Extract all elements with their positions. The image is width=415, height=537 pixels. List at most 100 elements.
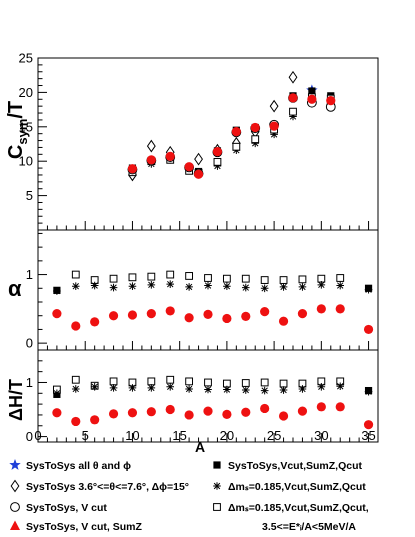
- data-point-star-cross: [279, 386, 288, 394]
- data-point-filled-circle: [184, 410, 194, 420]
- data-point-open-square: [71, 375, 80, 384]
- data-point-filled-circle: [335, 402, 345, 412]
- legend-entry: 3.5<=E*ᵢ/A<5MeV/A: [262, 521, 356, 533]
- data-point-star-cross: [298, 385, 307, 393]
- legend-marker-filled-triangle: [10, 520, 20, 530]
- data-point-filled-circle: [71, 321, 81, 331]
- x-axis-tick-labels: 0 5 10 15 20 25 30 35: [34, 428, 375, 443]
- data-point-star-cross: [147, 281, 156, 289]
- data-point-star-cross: [185, 385, 193, 393]
- data-point-star-cross: [270, 130, 278, 139]
- data-point-star-cross: [298, 283, 307, 291]
- data-point-open-square: [241, 379, 250, 387]
- data-point-filled-circle: [297, 309, 308, 319]
- x-tick-label: 10: [125, 428, 139, 443]
- legend-marker-open-square: [213, 503, 221, 511]
- data-point-filled-circle: [203, 406, 213, 416]
- legend-marker-filled-star: [9, 459, 21, 470]
- data-point-star-cross: [241, 283, 250, 292]
- panel-csym-x-ticks: [37, 221, 379, 230]
- data-point-filled-circle: [269, 121, 279, 131]
- data-point-filled-circle: [297, 406, 308, 416]
- data-point-filled-circle: [90, 415, 100, 425]
- panel-csym-markers: [127, 70, 336, 182]
- data-point-filled-circle: [127, 164, 138, 174]
- data-point-star-cross: [317, 383, 326, 391]
- data-point-star-cross: [128, 384, 137, 392]
- data-point-star-cross: [213, 162, 222, 170]
- data-point-star-cross: [260, 386, 269, 395]
- x-tick-label: 30: [314, 428, 328, 443]
- data-point-open-square: [260, 378, 269, 387]
- legend-marker-open-circle: [10, 502, 20, 512]
- data-point-star-cross: [90, 281, 99, 290]
- data-point-open-diamond: [194, 152, 203, 166]
- data-point-star-cross: [204, 281, 212, 290]
- legend-entry: SysToSys 3.6°<=θ<=7.6°, Δϕ=15°: [10, 479, 189, 493]
- panel-alpha-y-ticks: 01: [26, 232, 47, 351]
- data-point-filled-circle: [260, 403, 270, 414]
- data-point-open-square: [213, 157, 222, 166]
- data-point-filled-circle: [193, 169, 204, 179]
- data-point-star-cross: [279, 283, 288, 291]
- data-point-star-cross: [289, 112, 297, 121]
- data-point-filled-circle: [363, 420, 374, 430]
- data-point-star-cross: [223, 385, 231, 394]
- data-point-filled-circle: [108, 311, 119, 321]
- x-tick-label: 0: [34, 428, 41, 443]
- data-point-filled-circle: [288, 93, 298, 103]
- data-point-open-square: [298, 275, 307, 284]
- data-point-open-square: [147, 272, 156, 281]
- data-point-filled-circle: [165, 306, 175, 316]
- data-point-filled-circle: [127, 408, 138, 418]
- csym-ylabel-tail: /T: [5, 101, 27, 119]
- data-point-filled-circle: [316, 304, 326, 314]
- panel-deltah-y-ticks: 01: [26, 349, 47, 444]
- data-point-star-cross: [90, 383, 99, 391]
- data-point-filled-circle: [71, 416, 81, 427]
- x-axis-title: A: [195, 439, 205, 455]
- panel-deltah-y-title: ΔH/T: [6, 379, 26, 421]
- x-tick-label: 35: [361, 428, 375, 443]
- data-point-filled-circle: [260, 307, 270, 317]
- data-point-filled-circle: [278, 316, 289, 326]
- data-point-star-cross: [364, 285, 373, 294]
- data-point-open-square: [279, 379, 288, 388]
- panel-csym: 5 10 15 20 25 Csym/T: [5, 51, 379, 231]
- data-point-star-cross: [109, 384, 118, 392]
- data-point-filled-circle: [127, 310, 138, 320]
- data-point-filled-circle: [250, 122, 260, 133]
- y-tick-label: 5: [26, 188, 33, 203]
- data-point-open-square: [185, 272, 194, 280]
- data-point-open-square: [166, 270, 175, 279]
- y-tick-label: 0: [26, 429, 33, 444]
- legend-entry: SysToSys, V cut: [10, 502, 107, 514]
- data-point-star-cross: [251, 139, 260, 148]
- panel-alpha-y-title: α: [8, 276, 22, 301]
- data-point-open-square: [71, 270, 80, 279]
- csym-ylabel-main: C: [5, 145, 27, 159]
- legend-marker-open-diamond: [10, 479, 20, 493]
- data-point-open-square: [109, 377, 118, 386]
- data-point-filled-circle: [241, 311, 251, 321]
- data-point-open-square: [166, 375, 175, 384]
- data-point-filled-circle: [212, 146, 223, 157]
- data-point-star-cross: [336, 281, 345, 290]
- legend-label: SysToSys 3.6°<=θ<=7.6°, Δϕ=15°: [26, 481, 189, 493]
- y-tick-label: 15: [19, 119, 33, 134]
- panel-deltah-markers: [52, 375, 374, 430]
- data-point-filled-circle: [222, 313, 232, 324]
- y-tick-label: 25: [19, 51, 33, 66]
- data-point-open-diamond: [146, 139, 156, 153]
- legend-entry: Δmₛ=0.185,Vcut,SumZ,Qcut,: [213, 502, 369, 514]
- data-point-filled-circle: [52, 309, 62, 319]
- data-point-star-cross: [223, 282, 231, 291]
- csym-ylabel-sub: sym: [15, 119, 30, 145]
- panel-deltah-x-ticks: [37, 433, 379, 442]
- legend-entry: SysToSys all θ and ϕ: [9, 459, 131, 472]
- data-point-star-cross: [317, 281, 326, 289]
- data-point-filled-circle: [146, 309, 156, 319]
- data-point-filled-circle: [52, 408, 62, 418]
